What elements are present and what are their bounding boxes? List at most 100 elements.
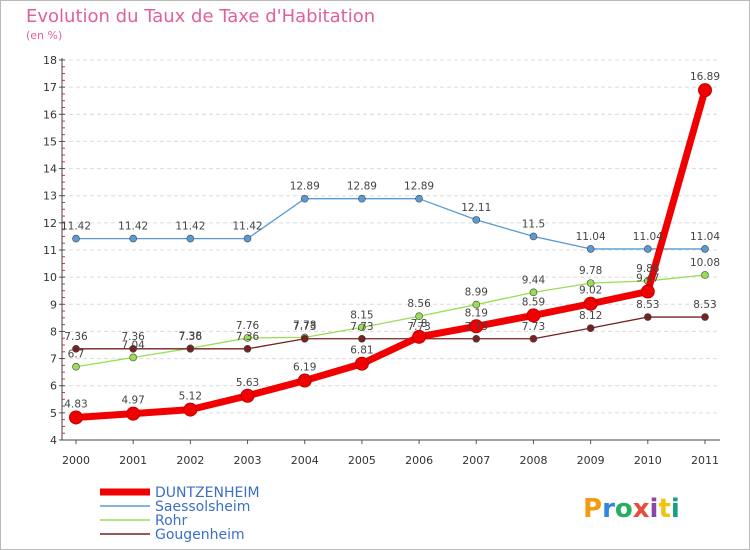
data-label: 7.73 xyxy=(407,321,430,333)
data-point xyxy=(469,319,484,334)
data-label: 5.63 xyxy=(236,377,259,389)
x-tick-label: 2000 xyxy=(62,454,90,467)
data-label: 9.02 xyxy=(579,285,602,297)
legend-label: Gougenheim xyxy=(155,527,245,543)
data-label: 7.76 xyxy=(236,320,260,332)
data-point xyxy=(701,271,709,279)
data-label: 7.38 xyxy=(179,330,202,342)
data-point xyxy=(415,312,423,321)
data-label: 9.78 xyxy=(579,265,602,277)
data-label: 11.42 xyxy=(175,221,205,233)
logo-letter: x xyxy=(633,494,650,524)
data-label: 4.83 xyxy=(64,398,87,410)
x-tick-label: 2008 xyxy=(519,454,547,467)
data-point xyxy=(529,232,538,241)
data-label: 8.53 xyxy=(693,299,716,311)
data-point xyxy=(472,216,481,224)
data-point xyxy=(243,344,252,353)
data-point xyxy=(186,234,195,243)
data-point xyxy=(358,323,366,332)
series-line-saessolsheim xyxy=(75,198,706,250)
x-tick-label: 2002 xyxy=(176,454,204,467)
data-label: 11.04 xyxy=(633,231,663,243)
series-line-duntzenheim xyxy=(72,86,709,421)
data-label: 8.15 xyxy=(350,309,373,321)
y-tick-label: 12 xyxy=(43,217,57,230)
data-point xyxy=(586,279,595,287)
data-point xyxy=(129,344,137,353)
data-point xyxy=(472,334,481,343)
data-label: 6.81 xyxy=(350,345,373,357)
y-tick-label: 14 xyxy=(43,163,57,176)
data-label: 7.36 xyxy=(236,331,260,343)
data-point xyxy=(69,410,83,425)
y-tick-label: 16 xyxy=(43,108,57,121)
data-label: 11.42 xyxy=(61,221,91,233)
data-label: 12.89 xyxy=(347,181,377,193)
x-tick-label: 2004 xyxy=(291,454,319,467)
data-label: 9.47 xyxy=(636,273,659,285)
logo-letter: i xyxy=(671,494,680,524)
x-tick-label: 2011 xyxy=(691,454,719,467)
data-point xyxy=(583,296,598,311)
x-tick-label: 2001 xyxy=(119,454,147,467)
data-label: 7.8 xyxy=(411,318,428,330)
y-tick-label: 15 xyxy=(43,135,57,148)
data-point xyxy=(243,334,252,342)
proxiti-logo-text: Proxiti xyxy=(583,494,680,524)
data-label: 7.73 xyxy=(522,321,545,333)
data-point xyxy=(644,245,652,253)
data-label: 7.73 xyxy=(465,321,488,333)
data-label: 5.12 xyxy=(179,391,202,403)
data-label: 12.11 xyxy=(461,202,491,214)
chart-subtitle: (en %) xyxy=(26,29,63,42)
x-tick-label: 2010 xyxy=(634,454,662,467)
proxiti-logo: Proxiti xyxy=(583,494,680,524)
data-point xyxy=(297,373,312,388)
data-point xyxy=(72,234,80,243)
legend-label: DUNTZENHEIM xyxy=(155,485,260,501)
logo-letter: r xyxy=(602,494,615,524)
y-tick-label: 5 xyxy=(50,407,57,420)
data-label: 9.44 xyxy=(522,274,546,286)
data-label: 7.36 xyxy=(64,331,88,343)
logo-letter: o xyxy=(615,494,633,524)
data-point xyxy=(415,194,423,203)
data-point xyxy=(240,388,255,403)
data-label: 7.36 xyxy=(179,331,203,343)
data-label: 7.36 xyxy=(121,331,145,343)
y-tick-label: 9 xyxy=(50,298,57,311)
data-point xyxy=(72,344,80,353)
data-point xyxy=(698,83,712,98)
data-point xyxy=(129,353,137,362)
data-label: 8.53 xyxy=(636,299,659,311)
data-point xyxy=(412,329,427,344)
legend-label: Saessolsheim xyxy=(155,499,250,515)
data-point xyxy=(701,245,709,253)
y-tick-label: 10 xyxy=(43,271,57,284)
data-label: 10.08 xyxy=(690,257,720,269)
data-point xyxy=(586,245,595,253)
data-label: 8.12 xyxy=(579,310,602,322)
data-label: 7.04 xyxy=(121,339,145,351)
series-lines xyxy=(69,83,712,425)
x-tick-label: 2006 xyxy=(405,454,433,467)
data-point xyxy=(300,334,309,343)
data-point xyxy=(529,288,538,297)
data-label: 7.73 xyxy=(293,321,316,333)
data-point xyxy=(644,313,652,321)
data-point xyxy=(129,234,137,243)
data-labels: 11.42 11.42 11.42 11.42 12.89 12.89 12.89 12.11… xyxy=(61,71,720,410)
series-line-rohr xyxy=(75,274,706,368)
data-label: 8.56 xyxy=(407,298,431,310)
y-tick-label: 8 xyxy=(50,325,57,338)
data-label: 11.04 xyxy=(576,231,606,243)
data-label: 8.19 xyxy=(465,307,488,319)
chart-title: Evolution du Taux de Taxe d'Habitation xyxy=(26,6,376,27)
data-point xyxy=(72,362,80,371)
data-point xyxy=(300,194,309,203)
data-label: 8.99 xyxy=(465,287,488,299)
data-label: 12.89 xyxy=(404,181,434,193)
data-point xyxy=(472,300,481,309)
